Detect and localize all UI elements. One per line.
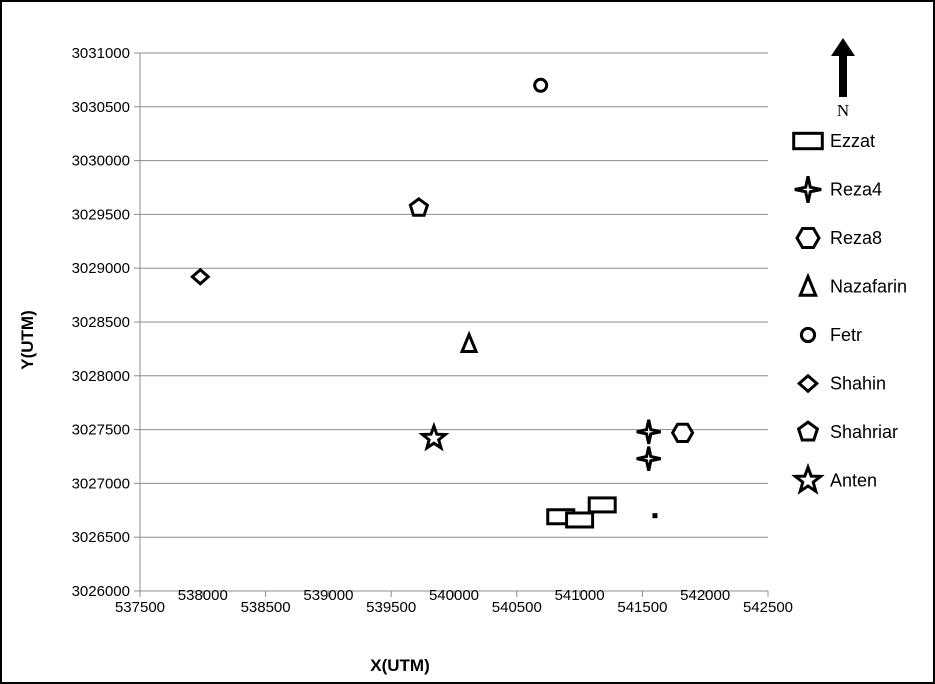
legend-item-reza4: Reza4 [794, 175, 882, 204]
legend-symbol [794, 175, 822, 204]
dot-marker [652, 513, 658, 519]
north-arrow-icon [831, 38, 855, 97]
legend-item-reza8: Reza8 [795, 227, 882, 249]
x-tick-label: 541000 [555, 587, 605, 604]
legend-label: Shahriar [830, 422, 898, 442]
legend-symbol [796, 373, 820, 394]
legend: Ezzat Reza4 Reza8 Nazafarin Fetr Shahin Shahri… [791, 131, 907, 495]
data-point-reza4 [636, 419, 662, 445]
data-points [190, 77, 695, 529]
y-tick-label: 3029000 [72, 260, 130, 277]
axes [134, 52, 769, 597]
x-tick-label: 542000 [680, 587, 730, 604]
y-axis-title: Y(UTM) [18, 310, 37, 369]
x-tick-label: 542500 [743, 599, 793, 616]
x-tick-label: 541500 [617, 599, 667, 616]
x-tick-label: 540000 [429, 587, 479, 604]
north-arrow: N [831, 38, 855, 120]
x-tick-labels: 537500 538000 538500 539000 539500 540000 5405… [115, 587, 793, 616]
legend-label: Nazafarin [830, 277, 907, 297]
legend-symbol [798, 272, 818, 297]
x-tick-label: 540500 [492, 599, 542, 616]
y-tick-label: 3026500 [72, 529, 130, 546]
legend-label: Ezzat [830, 131, 875, 151]
y-tick-label: 3030000 [72, 153, 130, 170]
x-tick-label: 538500 [241, 599, 291, 616]
legend-label: Anten [830, 471, 877, 491]
grid-lines [140, 52, 768, 538]
legend-label: Fetr [830, 325, 862, 345]
y-tick-labels: 3026000 3026500 3027000 3027500 3028000 30285… [72, 45, 130, 600]
data-point-unlabeled [652, 513, 658, 519]
x-axis-title: X(UTM) [370, 656, 429, 675]
x-tick-label: 537500 [115, 599, 165, 616]
legend-symbol [795, 227, 821, 249]
data-point-shahriar [408, 197, 430, 217]
y-tick-label: 3027000 [72, 475, 130, 492]
legend-label: Reza4 [830, 180, 882, 200]
data-point-anten [418, 421, 450, 452]
legend-item-anten: Anten [791, 462, 877, 495]
legend-item-ezzat: Ezzat [792, 131, 875, 151]
data-point-ezzat [587, 496, 617, 514]
y-tick-label: 3031000 [72, 45, 130, 62]
legend-symbol [791, 462, 825, 495]
y-tick-label: 3027500 [72, 422, 130, 439]
legend-item-nazafarin: Nazafarin [798, 272, 907, 297]
y-tick-label: 3028500 [72, 314, 130, 331]
x-tick-label: 539500 [366, 599, 416, 616]
y-tick-label: 3030500 [72, 99, 130, 116]
y-tick-label: 3026000 [72, 583, 130, 600]
legend-item-shahriar: Shahriar [796, 420, 898, 442]
legend-item-fetr: Fetr [799, 325, 862, 345]
legend-symbol [792, 131, 824, 151]
y-tick-label: 3028000 [72, 368, 130, 385]
y-tick-label: 3029500 [72, 206, 130, 223]
x-tick-label: 538000 [178, 587, 228, 604]
data-point-nazafarin [459, 330, 479, 354]
data-point-shahin [190, 267, 211, 286]
legend-symbol [799, 326, 817, 344]
data-point-reza4 [636, 446, 662, 472]
legend-label: Shahin [830, 374, 886, 394]
data-point-fetr [533, 77, 549, 93]
north-arrow-label: N [837, 101, 849, 120]
legend-item-shahin: Shahin [796, 373, 886, 394]
data-point-reza8 [670, 422, 695, 443]
legend-label: Reza8 [830, 228, 882, 248]
legend-symbol [796, 420, 820, 442]
x-tick-label: 539000 [303, 587, 353, 604]
data-point-ezzat [565, 511, 595, 529]
